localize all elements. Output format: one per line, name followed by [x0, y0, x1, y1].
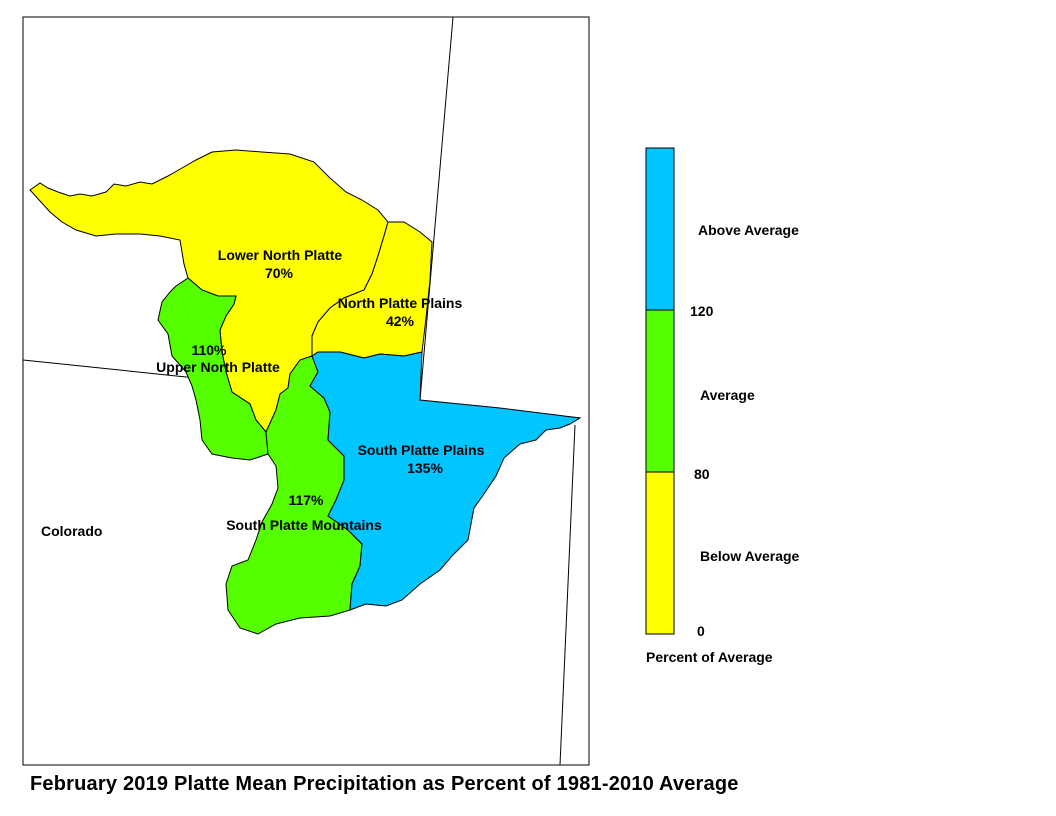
legend-label-below-average: Below Average: [700, 548, 800, 564]
legend-break-0: 0: [697, 623, 705, 639]
basin-label-north-platte-plains-name: North Platte Plains: [338, 295, 463, 311]
legend-label-average: Average: [700, 387, 755, 403]
legend-swatch-above-average: [645, 147, 675, 311]
basin-south-platte-plains[interactable]: [309, 351, 582, 611]
legend-label-above-average: Above Average: [698, 222, 799, 238]
state-label-colorado: Colorado: [41, 523, 102, 539]
basin-label-north-platte-plains-value: 42%: [386, 313, 415, 329]
legend-break-80: 80: [694, 466, 710, 482]
state-boundary-line: [419, 16, 454, 401]
basin-label-upper-north-platte-value: 110%: [191, 342, 227, 358]
basin-label-south-platte-mountains-name: South Platte Mountains: [226, 517, 382, 533]
basin-label-upper-north-platte-name: Upper North Platte: [156, 359, 280, 375]
basin-label-lower-north-platte-name: Lower North Platte: [218, 247, 343, 263]
basin-label-south-platte-plains-value: 135%: [407, 460, 443, 476]
legend-title: Percent of Average: [646, 649, 773, 665]
state-boundary-line: [559, 424, 576, 766]
legend: Above Average Average Below Average 120 …: [645, 147, 800, 665]
map-title: February 2019 Platte Mean Precipitation …: [30, 773, 739, 795]
legend-swatch-average: [645, 309, 675, 473]
basin-label-south-platte-mountains-value: 117%: [288, 492, 324, 508]
legend-swatch-below-average: [645, 471, 675, 635]
basin-label-lower-north-platte-value: 70%: [265, 265, 294, 281]
basin-label-south-platte-plains-name: South Platte Plains: [358, 442, 485, 458]
legend-break-120: 120: [690, 303, 714, 319]
